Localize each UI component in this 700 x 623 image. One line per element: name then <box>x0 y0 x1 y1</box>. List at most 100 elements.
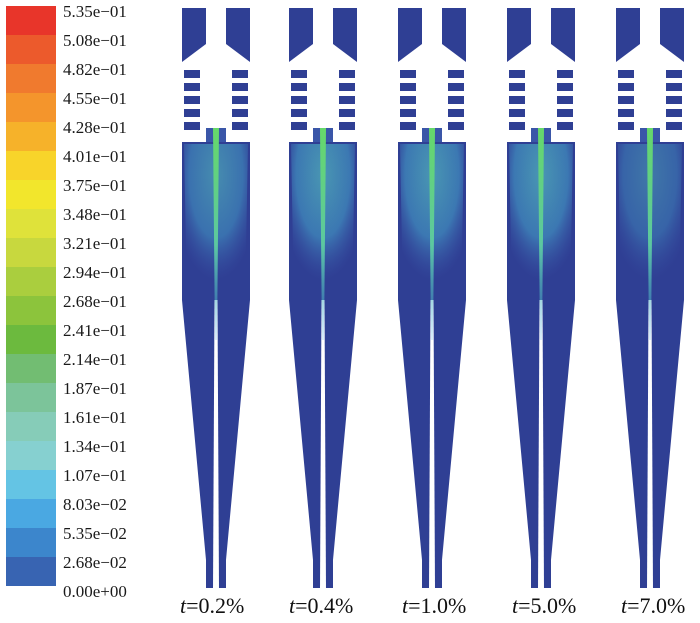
colorbar-tick-label: 3.21e−01 <box>63 234 127 253</box>
inlet-slot <box>232 96 248 104</box>
inlet-slot <box>666 122 682 130</box>
inlet-slot <box>400 70 416 78</box>
colorbar-tick-label: 4.01e−01 <box>63 147 127 166</box>
panel-caption: t=1.0% <box>402 593 466 619</box>
inlet-slot <box>666 96 682 104</box>
inlet-slot <box>557 122 573 130</box>
caption-value: =0.4% <box>295 593 354 618</box>
inlet-slot <box>339 122 355 130</box>
colorbar-tick-label: 2.68e−01 <box>63 292 127 311</box>
inlet-slot <box>339 109 355 117</box>
caption-variable: t <box>180 593 187 618</box>
core-jet <box>538 128 544 340</box>
inlet-slot <box>232 122 248 130</box>
inlet-slot <box>184 70 200 78</box>
inlet-slot <box>618 83 634 91</box>
outlet-wall-left <box>398 8 422 62</box>
colorbar-swatch <box>6 470 56 499</box>
cyclone-contour-panels <box>182 8 684 590</box>
air-core-gap <box>429 300 435 590</box>
inlet-slot <box>448 70 464 78</box>
inlet-slot <box>339 83 355 91</box>
inlet-slot <box>666 83 682 91</box>
inlet-slot <box>557 96 573 104</box>
outlet-wall-right <box>442 8 466 62</box>
panel-caption: t=7.0% <box>621 593 685 619</box>
inlet-slot <box>509 109 525 117</box>
colorbar-swatch <box>6 412 56 441</box>
inlet-slot <box>184 122 200 130</box>
inlet-slot <box>291 70 307 78</box>
inlet-slot <box>339 96 355 104</box>
core-jet <box>320 128 326 340</box>
colorbar-tick-label: 3.75e−01 <box>63 176 127 195</box>
caption-variable: t <box>621 593 628 618</box>
caption-value: =0.2% <box>186 593 245 618</box>
colorbar-tick-label: 1.61e−01 <box>63 408 127 427</box>
inlet-slot <box>291 109 307 117</box>
inlet-slot <box>509 96 525 104</box>
inlet-slot <box>618 96 634 104</box>
colorbar-swatch <box>6 528 56 557</box>
outlet-wall-left <box>289 8 313 62</box>
colorbar-tick-label: 1.34e−01 <box>63 437 127 456</box>
colorbar-swatch <box>6 151 56 180</box>
colorbar-swatch <box>6 93 56 122</box>
inlet-slot <box>557 70 573 78</box>
inlet-slot <box>509 122 525 130</box>
caption-value: =7.0% <box>627 593 686 618</box>
inlet-slot <box>400 122 416 130</box>
colorbar-swatch <box>6 441 56 470</box>
panel-caption: t=0.2% <box>180 593 244 619</box>
inlet-slot <box>232 70 248 78</box>
caption-variable: t <box>289 593 296 618</box>
inlet-slot <box>448 96 464 104</box>
colorbar-tick-label: 3.48e−01 <box>63 205 127 224</box>
colorbar-swatch <box>6 267 56 296</box>
inlet-slot <box>666 70 682 78</box>
colorbar-tick-label: 5.35e−02 <box>63 524 127 543</box>
inlet-slot <box>618 109 634 117</box>
inlet-slot <box>618 70 634 78</box>
colorbar-tick-label: 4.28e−01 <box>63 118 127 137</box>
colorbar-tick-label: 2.41e−01 <box>63 321 127 340</box>
outlet-wall-left <box>182 8 206 62</box>
colorbar-tick-label: 0.00e+00 <box>63 582 127 601</box>
inlet-slot <box>448 122 464 130</box>
colorbar-tick-label: 2.14e−01 <box>63 350 127 369</box>
air-core-gap <box>647 300 653 590</box>
inlet-slot <box>618 122 634 130</box>
inlet-slot <box>184 83 200 91</box>
colorbar-tick-label: 4.55e−01 <box>63 89 127 108</box>
inlet-slot <box>557 83 573 91</box>
colorbar-swatch <box>6 6 56 35</box>
inlet-slot <box>448 109 464 117</box>
colorbar-swatch <box>6 296 56 325</box>
colorbar-tick-label: 5.08e−01 <box>63 31 127 50</box>
colorbar-legend: 5.35e−01 5.08e−01 4.82e−01 4.55e−01 4.28… <box>6 3 174 600</box>
core-jet <box>647 128 653 340</box>
colorbar-tick-label: 1.07e−01 <box>63 466 127 485</box>
inlet-slot <box>400 109 416 117</box>
inlet-slot <box>184 96 200 104</box>
colorbar-swatch <box>6 64 56 93</box>
colorbar-swatch <box>6 35 56 64</box>
caption-variable: t <box>512 593 519 618</box>
outlet-wall-right <box>333 8 357 62</box>
outlet-wall-right <box>551 8 575 62</box>
inlet-slot <box>291 83 307 91</box>
colorbar-swatch <box>6 122 56 151</box>
inlet-slot <box>557 109 573 117</box>
outlet-wall-left <box>616 8 640 62</box>
outlet-wall-right <box>226 8 250 62</box>
inlet-slot <box>666 109 682 117</box>
inlet-slot <box>400 96 416 104</box>
colorbar-swatch <box>6 238 56 267</box>
inlet-slot <box>232 83 248 91</box>
colorbar-tick-label: 8.03e−02 <box>63 495 127 514</box>
colorbar-swatch <box>6 209 56 238</box>
inlet-slot <box>291 96 307 104</box>
core-jet <box>429 128 435 340</box>
colorbar-swatch <box>6 325 56 354</box>
inlet-slot <box>400 83 416 91</box>
